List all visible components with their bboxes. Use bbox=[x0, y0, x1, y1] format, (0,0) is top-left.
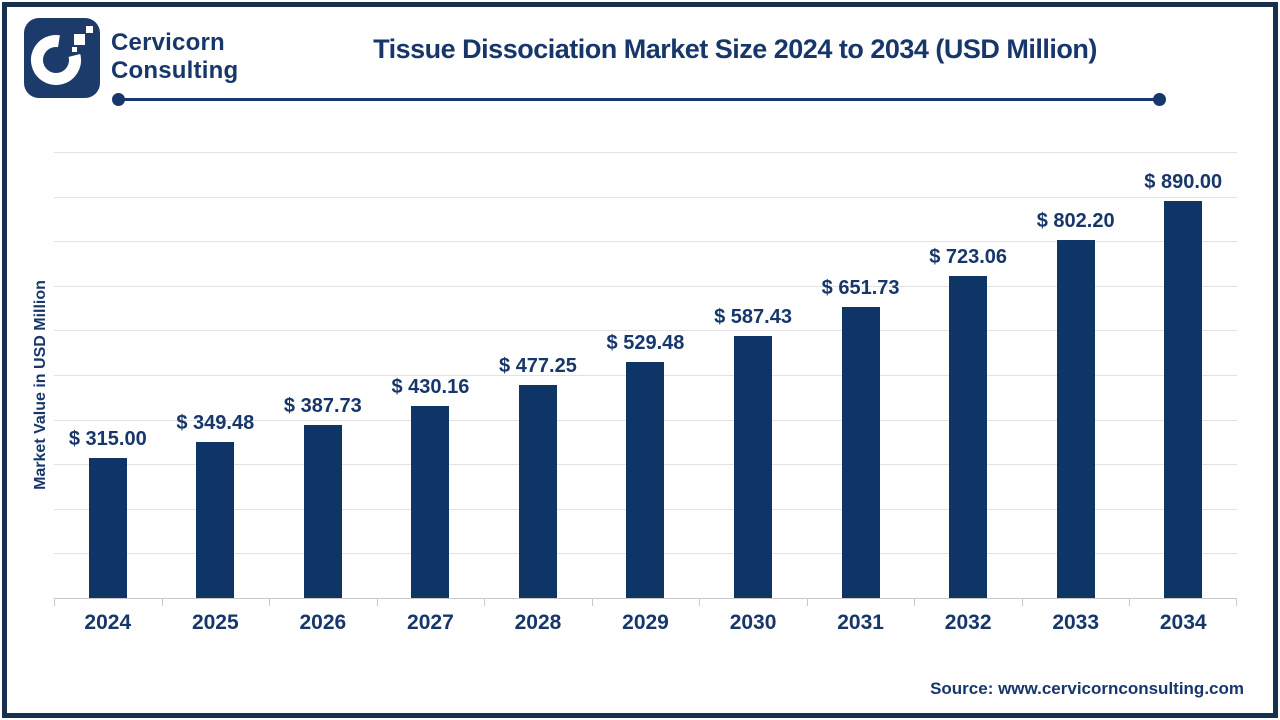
x-axis-label-2030: 2030 bbox=[729, 611, 777, 634]
x-axis-label-2031: 2031 bbox=[837, 611, 884, 634]
logo-pixel-small bbox=[86, 26, 93, 33]
x-axis-label-2029: 2029 bbox=[622, 611, 669, 634]
gridline bbox=[54, 330, 1237, 332]
bar-value-label-2031: $ 651.73 bbox=[821, 277, 900, 300]
bar-value-label-2025: $ 349.48 bbox=[176, 412, 255, 435]
x-axis-tick bbox=[1129, 599, 1131, 606]
x-axis-tick bbox=[806, 599, 808, 606]
x-axis-tick bbox=[54, 599, 55, 606]
gridline bbox=[54, 196, 1237, 198]
bar-value-label-2024: $ 315.00 bbox=[68, 427, 147, 450]
gridline bbox=[54, 285, 1237, 287]
bar-column-2028: $ 477.25 bbox=[484, 152, 592, 598]
bar-2032 bbox=[949, 275, 988, 598]
bar-2025 bbox=[196, 442, 235, 598]
bar-2028 bbox=[518, 385, 557, 598]
x-axis-tick bbox=[161, 599, 163, 606]
x-axis-tick bbox=[914, 599, 916, 606]
x-axis-label-2033: 2033 bbox=[1052, 611, 1100, 634]
bar-value-label-2027: $ 430.16 bbox=[391, 376, 470, 399]
brand-name: Cervicorn Consulting bbox=[111, 29, 238, 85]
x-axis-label-2034: 2034 bbox=[1159, 611, 1207, 634]
bar-2026 bbox=[303, 425, 342, 598]
bar-column-2030: $ 587.43 bbox=[699, 152, 807, 598]
logo-pixel-medium bbox=[74, 34, 85, 45]
logo-pixel-tiny bbox=[72, 47, 77, 52]
bar-2029 bbox=[626, 361, 665, 598]
x-axis-label-2028: 2028 bbox=[514, 611, 562, 634]
bar-column-2033: $ 802.20 bbox=[1022, 152, 1130, 598]
bar-2024 bbox=[88, 457, 127, 598]
bar-value-label-2026: $ 387.73 bbox=[283, 395, 362, 418]
cervicorn-logo bbox=[24, 18, 100, 98]
brand-line2: Consulting bbox=[111, 57, 239, 84]
x-axis-tick bbox=[591, 599, 593, 606]
bar-value-label-2033: $ 802.20 bbox=[1036, 210, 1115, 233]
x-axis-tick bbox=[484, 599, 486, 606]
x-axis-label-2024: 2024 bbox=[84, 611, 132, 634]
bar-2027 bbox=[411, 406, 450, 598]
gridline bbox=[54, 241, 1237, 243]
bar-2033 bbox=[1056, 240, 1095, 598]
x-axis-tick bbox=[699, 599, 701, 606]
y-axis-label: Market Value in USD Million bbox=[32, 280, 49, 490]
x-axis-labels: 2024 2025 2026 2027 2028 2029 2030 2031 2032 2033… bbox=[54, 611, 1237, 637]
x-axis-label-2025: 2025 bbox=[191, 611, 239, 634]
bar-column-2024: $ 315.00 bbox=[54, 152, 162, 598]
x-axis-label-2032: 2032 bbox=[944, 611, 992, 634]
bar-value-label-2032: $ 723.06 bbox=[929, 245, 1008, 268]
bar-value-label-2030: $ 587.43 bbox=[714, 306, 792, 329]
plot-area: $ 315.00 $ 349.48 $ 387.73 $ 430.16 $ 477.25… bbox=[54, 152, 1237, 606]
bar-2030 bbox=[734, 336, 773, 598]
bar-column-2025: $ 349.48 bbox=[162, 152, 270, 598]
source-attribution: Source: www.cervicornconsulting.com bbox=[930, 679, 1244, 698]
bar-column-2032: $ 723.06 bbox=[914, 152, 1022, 598]
header-divider-line bbox=[112, 93, 1166, 106]
bar-column-2029: $ 529.48 bbox=[592, 152, 700, 598]
chart-title: Tissue Dissociation Market Size 2024 to … bbox=[373, 34, 1097, 64]
bar-2034 bbox=[1164, 201, 1203, 598]
bar-column-2034: $ 890.00 bbox=[1129, 152, 1237, 598]
bar-value-label-2029: $ 529.48 bbox=[606, 331, 685, 354]
bar-column-2031: $ 651.73 bbox=[807, 152, 915, 598]
bar-value-label-2034: $ 890.00 bbox=[1144, 171, 1223, 194]
bar-column-2027: $ 430.16 bbox=[377, 152, 485, 598]
x-axis-tick bbox=[1021, 599, 1023, 606]
brand-line1: Cervicorn bbox=[111, 29, 225, 56]
gridline bbox=[54, 152, 1237, 153]
x-axis-tick bbox=[269, 599, 271, 606]
x-axis-tick bbox=[376, 599, 378, 606]
logo-c-glyph bbox=[31, 35, 81, 85]
x-axis-label-2027: 2027 bbox=[407, 611, 454, 634]
x-axis-label-2026: 2026 bbox=[299, 611, 347, 634]
bar-column-2026: $ 387.73 bbox=[269, 152, 377, 598]
x-axis-tick bbox=[1236, 599, 1237, 606]
bar-2031 bbox=[841, 307, 880, 598]
bar-value-label-2028: $ 477.25 bbox=[499, 355, 577, 378]
